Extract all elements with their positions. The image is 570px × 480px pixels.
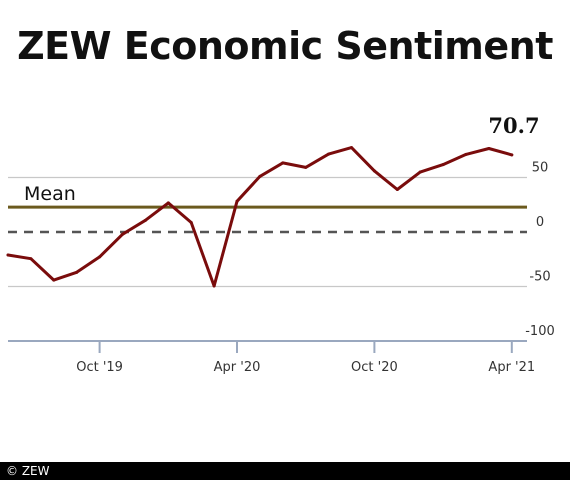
data-point bbox=[121, 232, 124, 236]
chart-labels: 50 0 -50 -100 Mean Oct '19 Apr '20 Oct '20 Apr '… bbox=[24, 113, 555, 375]
y-tick-label: 0 bbox=[536, 215, 544, 230]
data-point bbox=[350, 146, 353, 150]
x-tick-label: Apr '21 bbox=[488, 360, 535, 375]
last-value-label: 70.7 bbox=[488, 113, 539, 138]
data-point bbox=[75, 270, 79, 274]
data-point bbox=[327, 152, 331, 156]
data-point bbox=[304, 165, 308, 169]
x-tick-label: Oct '19 bbox=[76, 360, 123, 375]
series-line bbox=[6, 146, 514, 288]
axes bbox=[8, 340, 527, 353]
y-tick-label: 50 bbox=[532, 161, 549, 176]
data-point bbox=[235, 199, 239, 203]
x-tick-label: Apr '20 bbox=[214, 360, 261, 375]
data-point bbox=[395, 187, 399, 191]
data-point bbox=[98, 255, 102, 259]
chart-title: ZEW Economic Sentiment bbox=[17, 24, 553, 68]
y-tick-label: -100 bbox=[525, 324, 555, 339]
data-point bbox=[418, 170, 422, 174]
data-point bbox=[487, 147, 491, 151]
y-tick-label: -50 bbox=[529, 270, 550, 285]
data-point bbox=[189, 221, 193, 225]
data-point bbox=[212, 284, 216, 288]
data-point bbox=[258, 174, 262, 178]
data-point bbox=[52, 278, 56, 282]
series-layer bbox=[6, 146, 514, 288]
mean-label: Mean bbox=[24, 183, 76, 205]
data-point bbox=[464, 152, 468, 156]
data-point bbox=[143, 218, 147, 222]
grid-lines bbox=[8, 176, 527, 342]
data-point bbox=[29, 257, 33, 261]
x-tick-label: Oct '20 bbox=[351, 360, 398, 375]
data-point bbox=[281, 161, 285, 165]
data-point bbox=[372, 169, 376, 173]
data-point bbox=[510, 153, 514, 157]
data-point bbox=[441, 163, 445, 167]
footer-bar: © ZEW bbox=[0, 462, 570, 480]
copyright-text: © ZEW bbox=[6, 464, 50, 478]
data-point bbox=[166, 201, 170, 205]
reference-lines bbox=[8, 205, 527, 234]
data-point bbox=[6, 253, 10, 257]
